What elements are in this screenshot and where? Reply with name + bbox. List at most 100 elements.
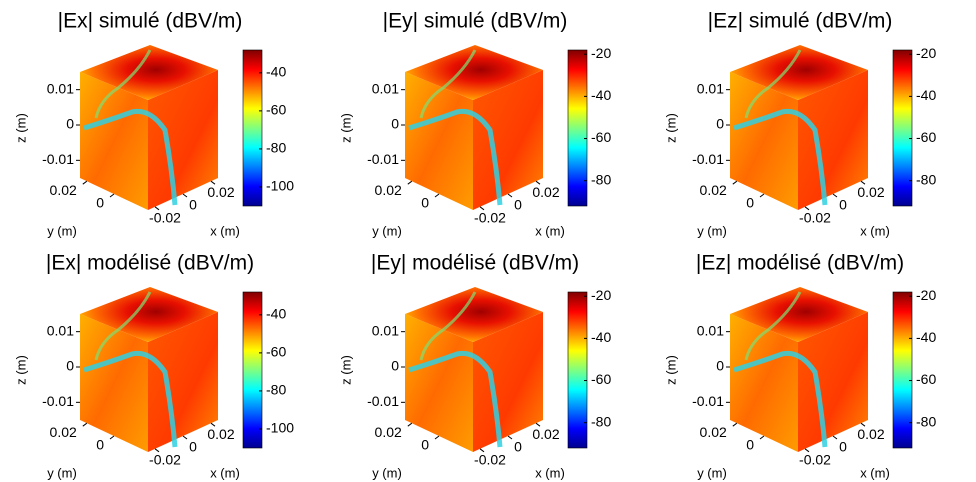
x-axis-label: x (m) — [210, 223, 240, 238]
z-tick-label: 0 — [391, 358, 399, 374]
x-axis-label: x (m) — [535, 465, 565, 480]
colorbar-tick-label: -40 — [916, 329, 936, 345]
z-tick-label: 0.01 — [47, 322, 74, 338]
colorbar — [567, 291, 588, 449]
colorbar — [892, 49, 913, 207]
field-null-line — [94, 49, 152, 119]
colorbar-tick-label: -80 — [266, 382, 286, 398]
z-tick-label: 0 — [716, 358, 724, 374]
y-axis-label: y (m) — [697, 223, 727, 238]
colorbar-tick-label: -80 — [591, 171, 611, 187]
y-tick — [759, 193, 765, 198]
x-tick-label: 0 — [189, 439, 197, 455]
z-tick-label: 0 — [716, 116, 724, 132]
colorbar-tick-label: -60 — [916, 371, 936, 387]
z-tick-label: -0.01 — [42, 393, 74, 409]
x-axis-label: x (m) — [860, 223, 890, 238]
x-tick-label: 0 — [839, 439, 847, 455]
x-tick-label: -0.02 — [799, 452, 831, 468]
x-tick-label: -0.02 — [149, 210, 181, 226]
y-axis-label: y (m) — [372, 465, 402, 480]
x-tick — [479, 206, 485, 211]
y-tick-label: 0 — [421, 195, 429, 211]
field-null-line — [419, 49, 477, 119]
z-axis-label: z (m) — [663, 113, 678, 143]
z-tick-label: 0.01 — [47, 80, 74, 96]
z-tick-label: 0 — [391, 116, 399, 132]
cube-left-face — [730, 314, 798, 452]
x-tick — [479, 448, 485, 453]
y-tick-label: 0.02 — [50, 182, 77, 198]
x-tick — [182, 435, 188, 440]
cube-top-face — [405, 287, 543, 342]
x-tick — [860, 422, 866, 427]
field-null-line — [83, 108, 178, 206]
y-tick — [407, 180, 413, 185]
x-tick — [507, 435, 513, 440]
colorbar-tick-label: -100 — [266, 178, 294, 194]
y-tick-label: 0 — [421, 437, 429, 453]
z-tick-label: 0 — [66, 358, 74, 374]
colorbar — [892, 291, 913, 449]
y-tick-label: 0.02 — [700, 424, 727, 440]
x-tick-label: 0.02 — [857, 426, 884, 442]
y-axis-label: y (m) — [697, 465, 727, 480]
field-null-line — [744, 291, 802, 361]
colorbar — [242, 291, 263, 449]
x-tick — [860, 180, 866, 185]
x-tick-label: -0.02 — [474, 210, 506, 226]
y-tick — [434, 435, 440, 440]
z-tick-label: -0.01 — [42, 151, 74, 167]
y-tick-label: 0.02 — [50, 424, 77, 440]
z-tick-label: -0.01 — [692, 393, 724, 409]
z-tick-label: -0.01 — [692, 151, 724, 167]
z-axis-label: z (m) — [13, 355, 28, 385]
y-tick-label: 0.02 — [375, 424, 402, 440]
colorbar-tick-label: -40 — [916, 87, 936, 103]
colorbar-tick-label: -40 — [591, 87, 611, 103]
panel: |Ex| modélisé (dBV/m) 0.01 0 -0.01 z (m) 0.02… — [13, 252, 294, 481]
panel-title: |Ez| simulé (dBV/m) — [708, 10, 893, 33]
y-axis-label: y (m) — [47, 223, 77, 238]
panel-title: |Ey| modélisé (dBV/m) — [371, 252, 579, 275]
y-tick-label: 0 — [96, 195, 104, 211]
y-tick — [732, 180, 738, 185]
z-tick-label: 0.01 — [697, 80, 724, 96]
z-tick-label: 0.01 — [697, 322, 724, 338]
z-axis-label: z (m) — [338, 113, 353, 143]
y-tick — [82, 422, 88, 427]
y-tick-label: 0 — [746, 437, 754, 453]
cube-right-face — [473, 312, 543, 452]
z-axis-label: z (m) — [338, 355, 353, 385]
z-tick-label: 0.01 — [372, 322, 399, 338]
cube-top-face — [405, 45, 543, 100]
cube-left-face — [80, 72, 148, 210]
colorbar-tick-label: -20 — [916, 45, 936, 61]
colorbar-tick-label: -80 — [916, 171, 936, 187]
cube-top-face — [730, 287, 868, 342]
field-null-line — [94, 291, 152, 361]
cube-right-face — [798, 312, 868, 452]
cube-top-face — [80, 287, 218, 342]
x-tick — [535, 422, 541, 427]
panel: |Ex| simulé (dBV/m) 0.01 0 -0.01 z (m) 0.02 0 y… — [13, 10, 294, 239]
x-tick — [154, 448, 160, 453]
x-axis-label: x (m) — [210, 465, 240, 480]
colorbar-tick-label: -20 — [591, 287, 611, 303]
panel-title: |Ex| simulé (dBV/m) — [58, 10, 243, 33]
x-tick-label: 0.02 — [207, 184, 234, 200]
panel-title: |Ex| modélisé (dBV/m) — [46, 252, 254, 275]
y-tick — [407, 422, 413, 427]
z-tick-label: -0.01 — [367, 393, 399, 409]
x-axis-label: x (m) — [535, 223, 565, 238]
colorbar-tick-label: -80 — [266, 140, 286, 156]
x-tick — [832, 193, 838, 198]
cube-right-face — [148, 312, 218, 452]
y-tick — [759, 435, 765, 440]
cube-right-face — [148, 70, 218, 210]
cube-top-face — [730, 45, 868, 100]
x-tick-label: 0.02 — [532, 184, 559, 200]
x-tick-label: -0.02 — [474, 452, 506, 468]
x-tick — [507, 193, 513, 198]
